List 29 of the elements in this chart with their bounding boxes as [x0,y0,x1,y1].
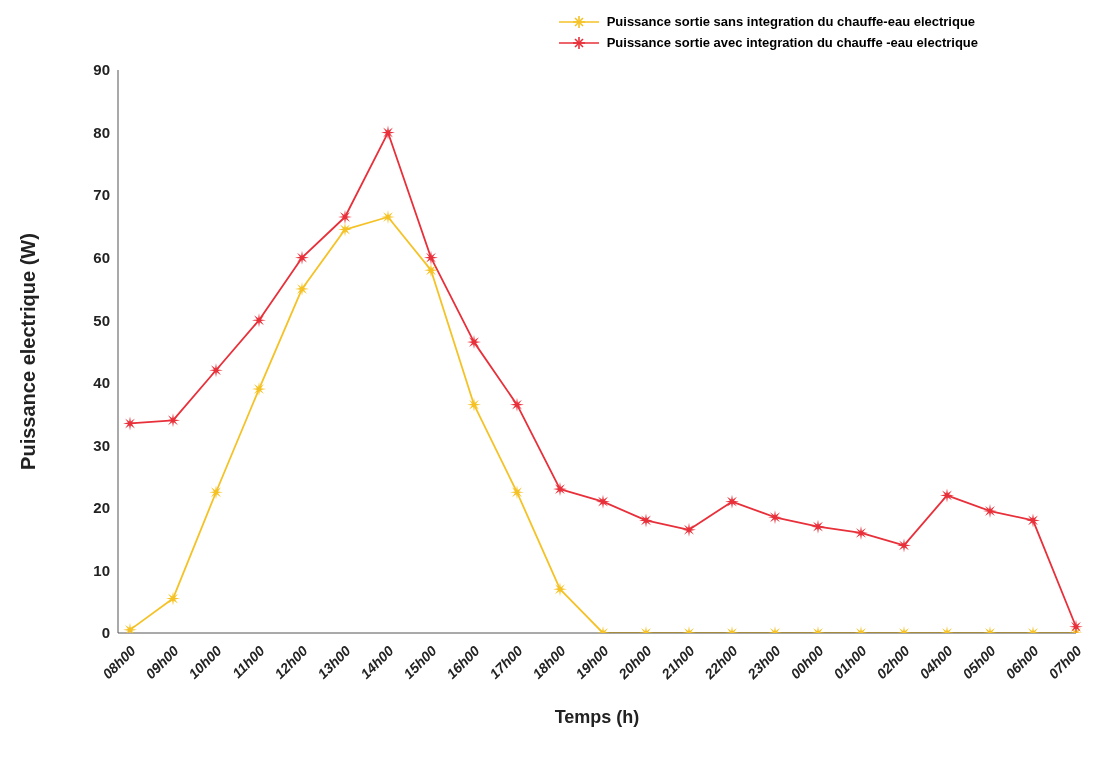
y-tick-label: 80 [93,123,110,141]
y-tick-label: 50 [93,311,110,329]
y-tick-label: 90 [93,61,110,79]
y-tick-label: 60 [93,248,110,266]
y-tick-label: 70 [93,186,110,204]
point [123,416,137,431]
legend-label: Puissance sortie avec integration du chauffe -eau electrique [606,35,978,50]
x-axis-title: Temps (h) [554,707,640,727]
legend-label: Puissance sortie sans integration du chauffe-eau electrique [606,14,976,29]
point [295,281,309,296]
y-tick-label: 30 [93,436,110,454]
point [854,525,868,540]
y-tick-label: 20 [93,499,110,517]
point [553,482,567,497]
point [467,335,481,350]
point [252,382,266,397]
y-axis-title: Puissance electrique (W) [17,233,40,470]
point [983,504,997,519]
y-tick-label: 10 [93,561,110,579]
point [424,263,438,278]
point [338,222,352,237]
y-tick-label: 0 [101,624,110,642]
y-tick-label: 40 [93,374,110,392]
point [381,210,395,225]
point [639,513,653,528]
point [897,538,911,553]
point [338,210,352,225]
point [381,125,395,140]
point [1026,513,1040,528]
